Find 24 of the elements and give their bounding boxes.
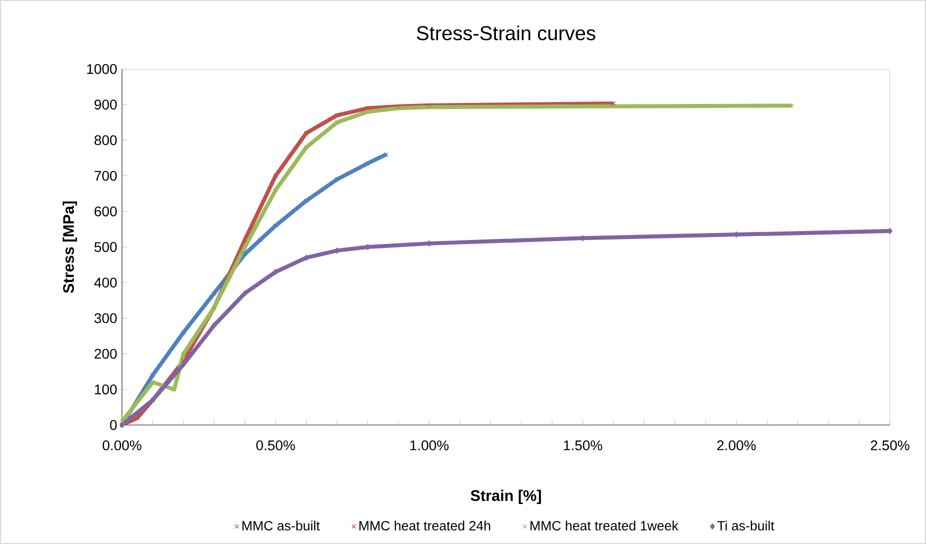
- x-tick-label: 2.50%: [870, 440, 910, 450]
- legend-label: MMC as-built: [242, 520, 320, 530]
- y-tick-label: 300: [94, 313, 117, 324]
- legend-label: Ti as-built: [717, 520, 774, 530]
- legend-label: MMC heat treated 1week: [530, 520, 678, 530]
- y-tick-label: 100: [95, 384, 117, 394]
- y-tick-label: 1000: [87, 64, 117, 74]
- x-tick-label: 0.50%: [256, 440, 295, 450]
- y-tick-label: 500: [94, 242, 117, 252]
- x-tick-label: 2.00%: [717, 440, 756, 450]
- y-tick-label: 0: [110, 420, 117, 430]
- y-axis-title: Stress [MPa]: [62, 201, 77, 294]
- y-tick-label: 900: [94, 100, 117, 110]
- x-axis-title: Strain [%]: [470, 490, 541, 504]
- x-tick-label: 1.00%: [410, 440, 449, 450]
- y-tick-label: 700: [94, 170, 117, 181]
- chart-title: Stress-Strain curves: [416, 26, 596, 40]
- y-tick-label: 200: [94, 348, 117, 359]
- x-tick-label: 1.50%: [564, 440, 602, 450]
- legend-label: MMC heat treated 24h: [359, 520, 490, 530]
- x-tick-label: 0.00%: [102, 440, 142, 450]
- y-tick-label: 400: [94, 278, 117, 288]
- y-tick-label: 600: [94, 206, 117, 216]
- y-tick-label: 800: [94, 135, 117, 146]
